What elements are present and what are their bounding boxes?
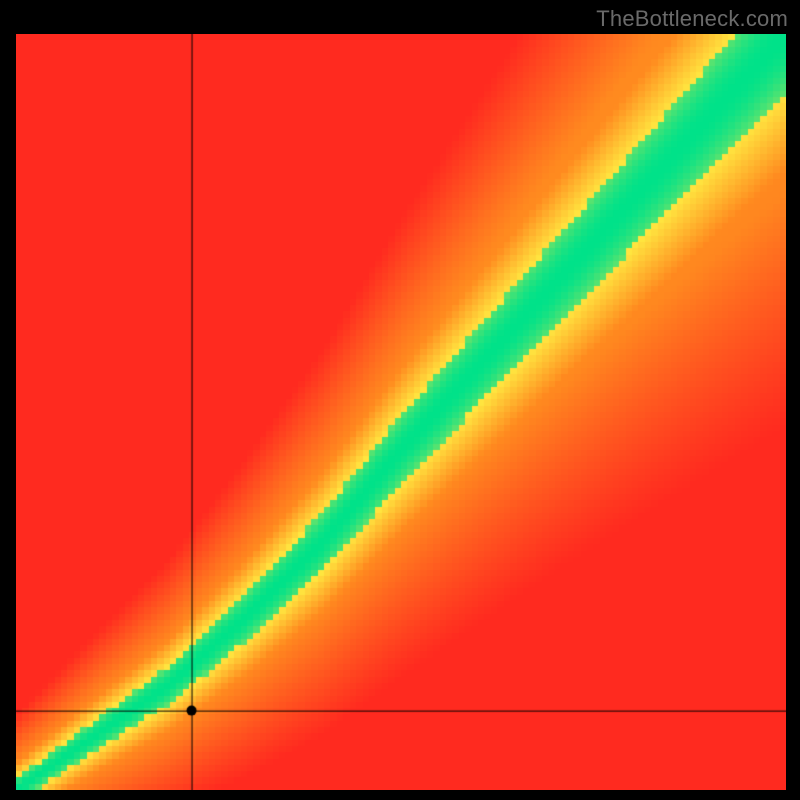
page-root: TheBottleneck.com bbox=[0, 0, 800, 800]
bottleneck-heatmap bbox=[16, 34, 786, 790]
watermark-text: TheBottleneck.com bbox=[596, 6, 788, 32]
